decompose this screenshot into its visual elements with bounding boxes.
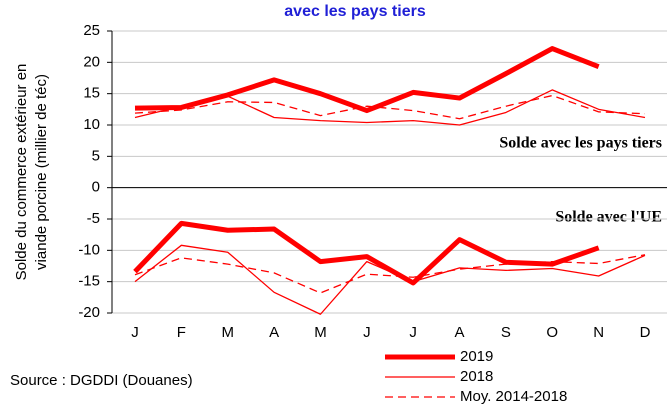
y-tick-label: 15 — [83, 85, 100, 102]
annotation: Solde avec les pays tiers — [499, 135, 662, 152]
y-tick-label: -10 — [78, 241, 100, 258]
x-tick-label: O — [546, 324, 558, 341]
y-tick-label: -20 — [78, 304, 100, 321]
x-tick-label: N — [593, 324, 604, 341]
x-tick-label: A — [455, 324, 465, 341]
y-axis-label: Solde du commerce extérieur en — [13, 64, 30, 281]
y-tick-label: 0 — [92, 179, 100, 196]
y-tick-label: 5 — [92, 147, 100, 164]
y-tick-label: 20 — [83, 53, 100, 70]
x-tick-label: J — [409, 324, 417, 341]
x-tick-label: A — [269, 324, 279, 341]
x-tick-label: M — [221, 324, 234, 341]
y-tick-label: 25 — [83, 22, 100, 39]
line-series — [133, 220, 600, 286]
x-tick-label: S — [501, 324, 511, 341]
line-series — [134, 94, 646, 120]
y-axis-label: viande porcine (millier de téc) — [33, 74, 50, 270]
legend-label: Moy. 2014-2018 — [460, 388, 567, 405]
line-series — [134, 89, 646, 126]
x-tick-label: J — [363, 324, 371, 341]
legend-label: 2019 — [460, 348, 493, 365]
annotation: Solde avec l'UE — [555, 209, 662, 226]
source: Source : DGDDI (Douanes) — [10, 372, 193, 389]
y-tick-label: -5 — [87, 210, 100, 227]
line-series — [134, 254, 646, 294]
x-tick-label: D — [640, 324, 651, 341]
x-tick-label: J — [131, 324, 139, 341]
x-tick-label: M — [314, 324, 327, 341]
x-tick-label: F — [177, 324, 186, 341]
chart-title: avec les pays tiers — [284, 3, 426, 20]
y-tick-label: -15 — [78, 273, 100, 290]
line-series — [134, 244, 646, 315]
legend-label: 2018 — [460, 368, 493, 385]
y-tick-label: 10 — [83, 116, 100, 133]
